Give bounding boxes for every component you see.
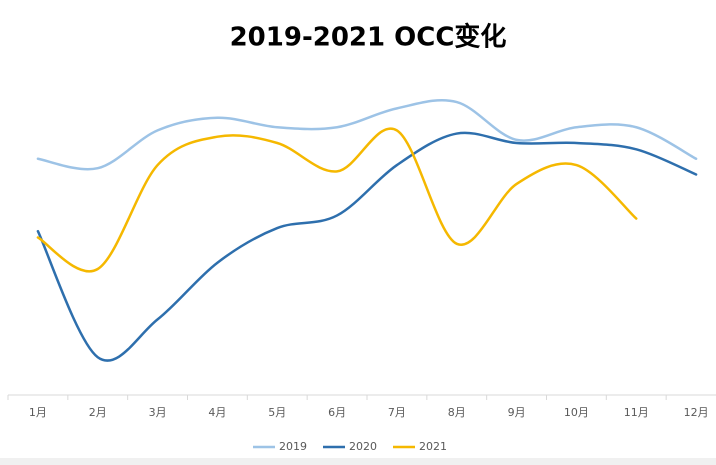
- x-tick-label: 8月: [448, 406, 466, 419]
- x-tick-label: 10月: [564, 406, 589, 419]
- bottom-strip: [0, 458, 716, 465]
- x-tick-label: 11月: [624, 406, 649, 419]
- x-tick-label: 12月: [684, 406, 709, 419]
- x-tick-label: 3月: [149, 406, 167, 419]
- series-line: [36, 127, 638, 273]
- series-line: [36, 131, 698, 362]
- legend-label: 2021: [419, 440, 447, 453]
- chart-title: 2019-2021 OCC变化: [230, 22, 507, 53]
- x-tick-label: 2月: [89, 406, 107, 419]
- series-line: [36, 98, 698, 171]
- x-tick-label: 5月: [268, 406, 286, 419]
- legend-label: 2019: [279, 440, 307, 453]
- x-tick-label: 4月: [208, 406, 226, 419]
- x-tick-label: 6月: [328, 406, 346, 419]
- x-tick-label: 7月: [388, 406, 406, 419]
- x-tick-label: 1月: [29, 406, 47, 419]
- x-tick-label: 9月: [508, 406, 526, 419]
- legend-label: 2020: [349, 440, 377, 453]
